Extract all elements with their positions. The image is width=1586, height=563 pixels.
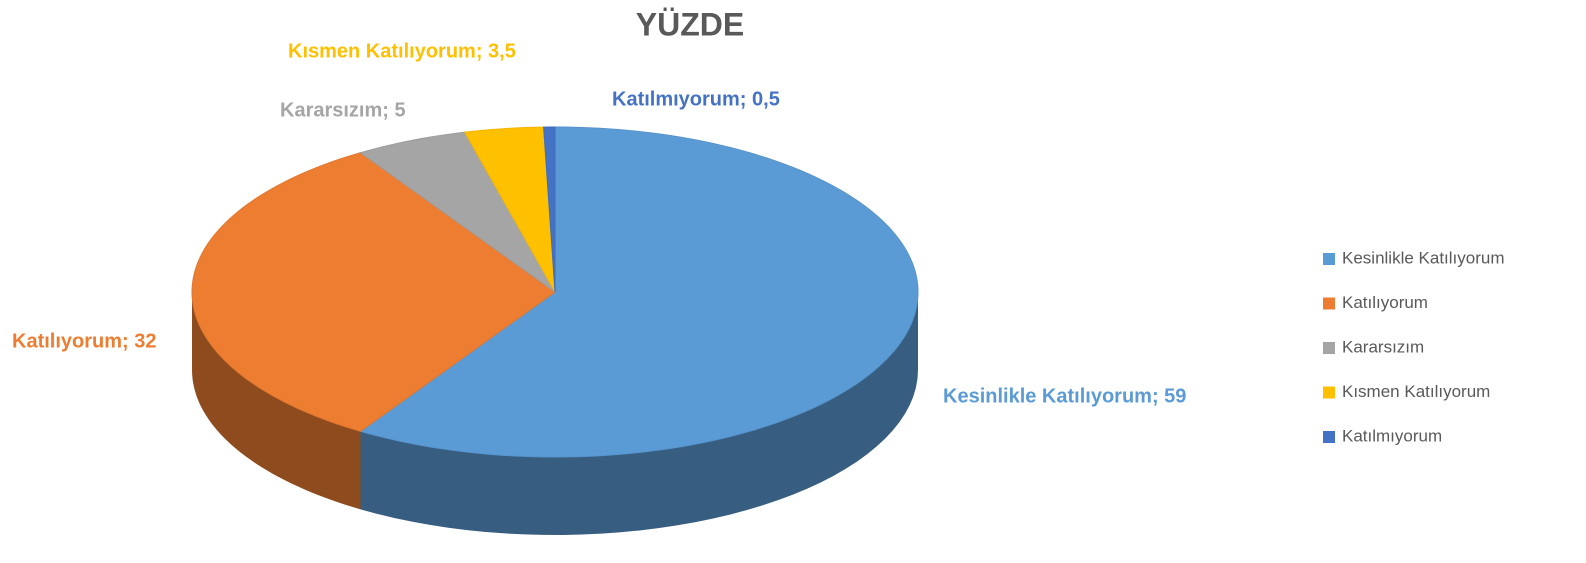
slice (543, 126, 556, 293)
chart-title: YÜZDE (636, 6, 744, 42)
slice (191, 152, 556, 432)
data-label: Kesinlikle Katılıyorum; 59 (943, 385, 1186, 407)
slice (463, 126, 556, 293)
data-label: Katılmıyorum; 0,5 (612, 88, 780, 110)
slice (359, 131, 556, 293)
legend-swatch (1323, 297, 1335, 310)
legend-swatch (1323, 253, 1335, 265)
legend-label: Kısmen Katılıyorum (1342, 382, 1490, 401)
slice (359, 126, 919, 458)
data-label: Kısmen Katılıyorum; 3,5 (288, 40, 516, 62)
legend-swatch (1323, 386, 1335, 399)
data-label: Kararsızım; 5 (280, 99, 406, 121)
legend-swatch (1323, 342, 1335, 354)
legend-label: Katılmıyorum (1342, 426, 1442, 445)
slice-side (192, 292, 361, 510)
legend-label: Kararsızım (1342, 337, 1424, 356)
legend-label: Katılıyorum (1342, 293, 1428, 312)
legend-swatch (1323, 431, 1335, 443)
data-label: Katılıyorum; 32 (12, 330, 156, 352)
slice-side (360, 292, 918, 535)
legend-label: Kesinlikle Katılıyorum (1342, 248, 1505, 267)
